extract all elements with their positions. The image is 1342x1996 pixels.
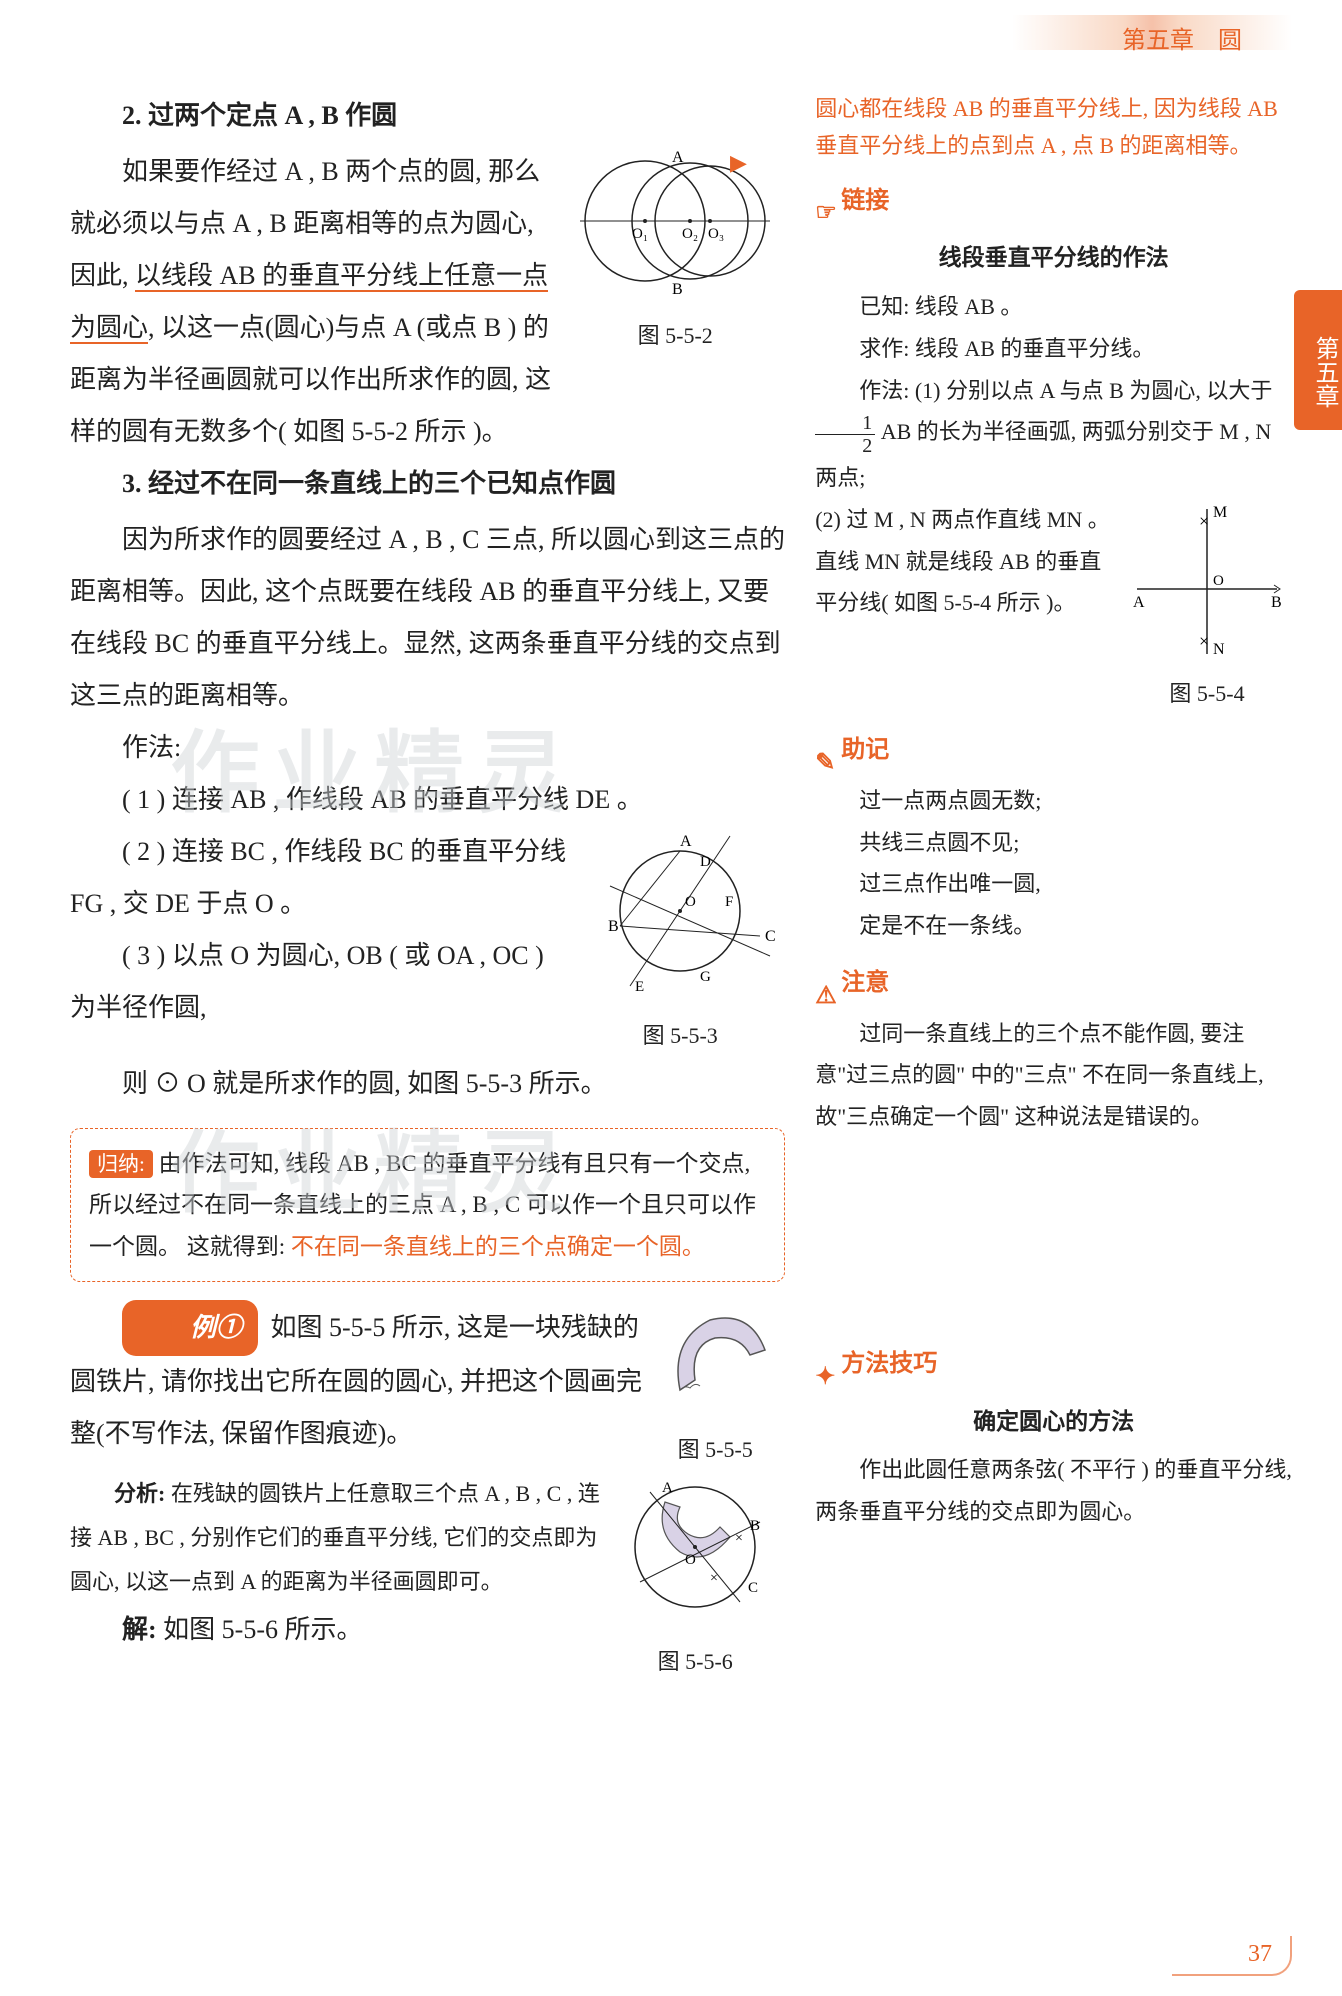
memo-line-3: 过三点作出唯一圆, [815, 863, 1292, 905]
warn-icon: ⚠ [815, 974, 837, 996]
link-badge: ☞链接 [815, 179, 889, 225]
svg-text:B: B [750, 1518, 760, 1534]
link-icon: ☞ [815, 191, 837, 213]
svg-text:O: O [685, 1552, 696, 1568]
summary-badge: 归纳: [89, 1150, 153, 1178]
link-known: 已知: 线段 AB 。 [815, 286, 1292, 328]
solution-text: 如图 5-5-6 所示。 [163, 1615, 362, 1644]
key-icon: ✦ [815, 1355, 837, 1377]
memo-line-1: 过一点两点圆无数; [815, 780, 1292, 822]
svg-text:O: O [1213, 573, 1224, 589]
svg-text:O₁: O₁ [632, 226, 648, 242]
svg-text:C: C [765, 928, 776, 945]
link-title: 线段垂直平分线的作法 [815, 236, 1292, 280]
chapter-header: 第五章 圆 [1122, 20, 1242, 55]
svg-text:O: O [685, 894, 696, 910]
example-badge: 例① [122, 1300, 258, 1356]
memo-icon: ✎ [815, 741, 837, 763]
svg-text:F: F [725, 894, 733, 910]
svg-text:C: C [748, 1580, 758, 1596]
page-corner-decoration [1172, 1936, 1292, 1976]
main-column: 2. 过两个定点 A , B 作圆 如果要作经过 A , B 两个点的圆, 那么… [70, 90, 785, 1684]
svg-text:G: G [700, 969, 711, 985]
section-2-paragraph: 如果要作经过 A , B 两个点的圆, 那么就必须以与点 A , B 距离相等的… [70, 146, 557, 458]
figure-5-5-6-label: 图 5-5-6 [605, 1640, 785, 1684]
figure-5-5-5-label: 图 5-5-5 [645, 1428, 785, 1472]
svg-text:N: N [1213, 641, 1225, 658]
summary-highlight: 不在同一条直线上的三个点确定一个圆。 [291, 1234, 705, 1259]
svg-text:O₃: O₃ [708, 226, 724, 242]
step-1: ( 1 ) 连接 AB , 作线段 AB 的垂直平分线 DE 。 [70, 774, 785, 826]
svg-text:A: A [1133, 594, 1145, 611]
tip-title: 确定圆心的方法 [815, 1400, 1292, 1444]
solution: 解: 如图 5-5-6 所示。 [70, 1604, 605, 1656]
section-3-title: 3. 经过不在同一条直线上的三个已知点作圆 [70, 458, 785, 510]
side-column: 圆心都在线段 AB 的垂直平分线上, 因为线段 AB 垂直平分线上的点到点 A … [815, 90, 1292, 1684]
link-todo: 求作: 线段 AB 的垂直平分线。 [815, 328, 1292, 370]
annotation-arrow: ▶ [730, 150, 747, 176]
figure-5-5-2: A B O₁ O₂ O₃ [570, 146, 780, 296]
svg-text:B: B [672, 281, 683, 296]
step-3: ( 3 ) 以点 O 为圆心, OB ( 或 OA , OC ) 为半径作圆, [70, 930, 575, 1034]
tip-text: 作出此圆任意两条弦( 不平行 ) 的垂直平分线, 两条垂直平分线的交点即为圆心。 [815, 1449, 1292, 1533]
conclusion: 则 ⊙ O 就是所求作的圆, 如图 5-5-3 所示。 [70, 1058, 785, 1110]
section-3-paragraph: 因为所求作的圆要经过 A , B , C 三点, 所以圆心到这三点的距离相等。因… [70, 514, 785, 722]
svg-text:B: B [1271, 594, 1282, 611]
memo-line-4: 定是不在一条线。 [815, 905, 1292, 947]
memo-line-2: 共线三点圆不见; [815, 822, 1292, 864]
warn-text: 过同一条直线上的三个点不能作圆, 要注意"过三点的圆" 中的"三点" 不在同一条… [815, 1013, 1292, 1138]
link-step1: 作法: (1) 分别以点 A 与点 B 为圆心, 以大于 12 AB 的长为半径… [815, 370, 1292, 499]
svg-text:×: × [710, 1571, 718, 1586]
warn-badge: ⚠注意 [815, 961, 889, 1007]
section-2-title: 2. 过两个定点 A , B 作圆 [70, 90, 785, 142]
method-label: 作法: [70, 722, 785, 774]
analysis: 分析: 在残缺的圆铁片上任意取三个点 A , B , C , 连接 AB , B… [70, 1472, 605, 1604]
figure-5-5-3-label: 图 5-5-3 [575, 1014, 785, 1058]
page-number: 37 [1248, 1941, 1272, 1968]
figure-5-5-2-label: 图 5-5-2 [565, 314, 785, 358]
step-2: ( 2 ) 连接 BC , 作线段 BC 的垂直平分线 FG , 交 DE 于点… [70, 826, 575, 930]
svg-text:D: D [700, 854, 711, 870]
summary-box: 归纳: 由作法可知, 线段 AB , BC 的垂直平分线有且只有一个交点, 所以… [70, 1128, 785, 1282]
link-step2: (2) 过 M , N 两点作直线 MN 。 直线 MN 就是线段 AB 的垂直… [815, 499, 1122, 715]
svg-text:O₂: O₂ [682, 226, 698, 242]
svg-text:E: E [635, 979, 644, 995]
analysis-label: 分析: [114, 1481, 165, 1506]
chapter-tab: 第五章 [1294, 290, 1342, 430]
figure-5-5-4-label: 图 5-5-4 [1122, 673, 1292, 715]
figure-5-5-3: A B C D E F G O [580, 826, 780, 996]
solution-label: 解: [122, 1615, 157, 1644]
svg-text:M: M [1213, 504, 1227, 521]
svg-text:×: × [735, 1531, 743, 1546]
handwritten-annotation: 圆心都在线段 AB 的垂直平分线上, 因为线段 AB 垂直平分线上的点到点 A … [815, 90, 1292, 165]
svg-text:A: A [672, 149, 684, 166]
svg-text:A: A [680, 833, 692, 850]
figure-5-5-6: A B C O × × [610, 1472, 780, 1622]
figure-5-5-5 [650, 1300, 780, 1410]
svg-text:A: A [662, 1480, 673, 1496]
figure-5-5-4: A B M N O × × [1127, 499, 1287, 659]
svg-text:B: B [608, 918, 619, 935]
svg-text:×: × [1199, 511, 1209, 531]
memo-badge: ✎助记 [815, 728, 889, 774]
svg-text:×: × [1199, 631, 1209, 651]
example-paragraph: 例① 如图 5-5-5 所示, 这是一块残缺的圆铁片, 请你找出它所在圆的圆心,… [70, 1300, 645, 1460]
tip-badge: ✦方法技巧 [815, 1342, 937, 1388]
